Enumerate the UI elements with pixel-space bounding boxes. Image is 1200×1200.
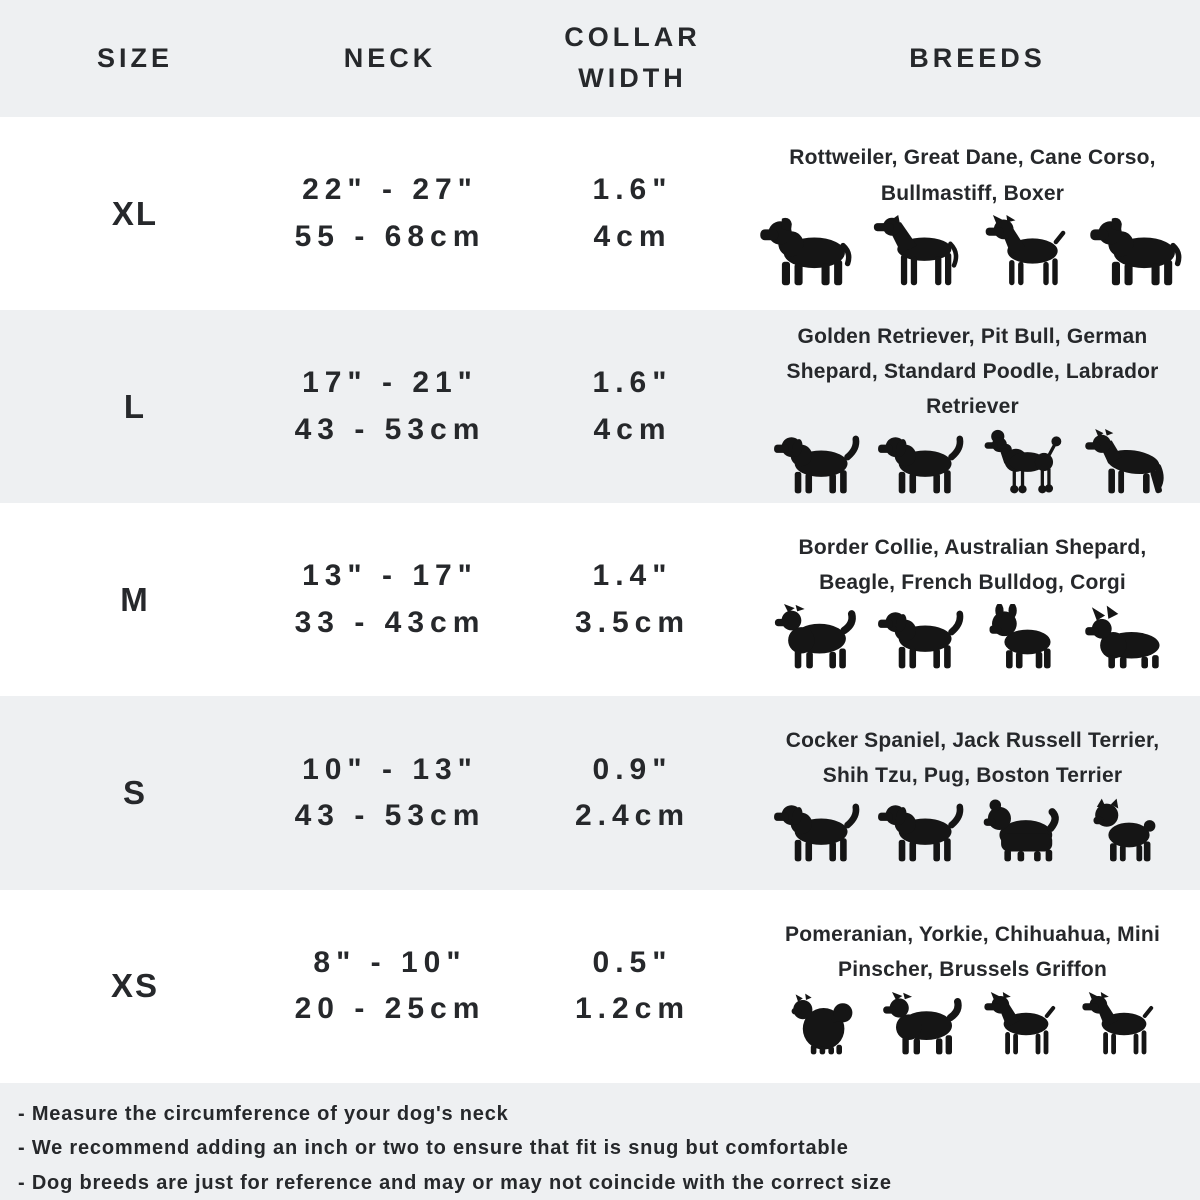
- width-inches: 1.6": [592, 173, 673, 206]
- jack-russell-icon: [874, 797, 968, 863]
- dog-icons-row: [758, 215, 1188, 287]
- header-breeds: BREEDS: [909, 42, 1046, 73]
- australian-shepherd-icon: [770, 604, 864, 670]
- size-label: L: [123, 387, 147, 425]
- beagle-icon: [874, 604, 968, 670]
- bullmastiff-icon: [1088, 215, 1188, 287]
- size-label: M: [120, 580, 150, 618]
- breed-names: Rottweiler, Great Dane, Cane Corso, Bull…: [789, 146, 1156, 205]
- breed-names: Golden Retriever, Pit Bull, German Shepa…: [786, 324, 1159, 419]
- width-inches: 1.6": [592, 366, 673, 400]
- neck-cm: 55 - 68cm: [294, 219, 486, 253]
- labrador-retriever-icon: [874, 429, 968, 495]
- neck-cm: 33 - 43cm: [294, 605, 486, 639]
- dog-icons-row: [770, 797, 1176, 863]
- table-row-l: L 17" - 21" 43 - 53cm 1.6" 4cm Golden Re…: [0, 310, 1200, 504]
- collar-width-cell: 1.4" 3.5cm: [510, 553, 755, 646]
- breeds-cell: Pomeranian, Yorkie, Chihuahua, Mini Pins…: [755, 917, 1200, 1056]
- breeds-cell: Golden Retriever, Pit Bull, German Shepa…: [755, 319, 1200, 495]
- dog-icons-row: [770, 604, 1176, 670]
- size-label: XL: [111, 194, 159, 232]
- chihuahua-icon: [978, 992, 1066, 1056]
- width-inches: 0.5": [592, 945, 673, 979]
- width-inches: 1.4": [592, 559, 673, 593]
- header-collar-width: COLLAR WIDTH: [564, 21, 701, 94]
- dog-icons-row: [770, 429, 1176, 495]
- neck-inches: 8" - 10": [313, 945, 467, 979]
- cocker-spaniel-icon: [770, 797, 864, 863]
- note-reference: - Dog breeds are just for reference and …: [18, 1171, 892, 1194]
- corgi-icon: [1082, 604, 1176, 670]
- pug-icon: [1082, 797, 1176, 863]
- width-cm: 4cm: [593, 412, 672, 446]
- neck-cm: 20 - 25cm: [294, 992, 486, 1026]
- shih-tzu-icon: [978, 797, 1072, 863]
- neck-cell: 8" - 10" 20 - 25cm: [270, 940, 510, 1033]
- table-row-xs: XS 8" - 10" 20 - 25cm 0.5" 1.2cm Pomeran…: [0, 889, 1200, 1083]
- neck-cell: 17" - 21" 43 - 53cm: [270, 360, 510, 453]
- french-bulldog-icon: [978, 604, 1072, 670]
- breeds-cell: Border Collie, Australian Shepard, Beagl…: [755, 530, 1200, 671]
- neck-cell: 13" - 17" 33 - 43cm: [270, 553, 510, 646]
- cane-corso-icon: [978, 215, 1078, 287]
- pomeranian-icon: [782, 992, 870, 1056]
- rottweiler-icon: [758, 215, 858, 287]
- neck-inches: 13" - 17": [302, 559, 478, 593]
- breed-names: Cocker Spaniel, Jack Russell Terrier, Sh…: [785, 728, 1160, 788]
- breeds-cell: Cocker Spaniel, Jack Russell Terrier, Sh…: [755, 723, 1200, 864]
- neck-cm: 43 - 53cm: [294, 412, 486, 446]
- note-measure: - Measure the circumference of your dog'…: [18, 1102, 509, 1125]
- header-size: SIZE: [96, 42, 173, 73]
- neck-inches: 22" - 27": [302, 173, 478, 206]
- width-inches: 0.9": [592, 752, 673, 786]
- collar-width-cell: 1.6" 4cm: [510, 167, 755, 260]
- table-row-xl: XL 22" - 27" 55 - 68cm 1.6" 4cm Rottweil…: [0, 116, 1200, 311]
- great-dane-icon: [868, 215, 968, 287]
- size-label: S: [122, 774, 147, 812]
- golden-retriever-icon: [770, 429, 864, 495]
- neck-cell: 22" - 27" 55 - 68cm: [270, 167, 510, 260]
- size-label: XS: [110, 967, 160, 1005]
- collar-width-cell: 0.9" 2.4cm: [510, 747, 755, 840]
- collar-width-cell: 1.6" 4cm: [510, 360, 755, 453]
- neck-cell: 10" - 13" 43 - 53cm: [270, 747, 510, 840]
- neck-inches: 10" - 13": [302, 752, 478, 786]
- breeds-cell: Rottweiler, Great Dane, Cane Corso, Bull…: [755, 140, 1200, 287]
- table-header: SIZE NECK COLLAR WIDTH BREEDS: [0, 0, 1200, 117]
- note-recommend: - We recommend adding an inch or two to …: [18, 1137, 849, 1160]
- dog-icons-row: [782, 992, 1164, 1056]
- header-neck: NECK: [343, 42, 437, 73]
- table-row-m: M 13" - 17" 33 - 43cm 1.4" 3.5cm Border …: [0, 503, 1200, 697]
- width-cm: 4cm: [593, 219, 672, 253]
- table-row-s: S 10" - 13" 43 - 53cm 0.9" 2.4cm Cocker …: [0, 696, 1200, 890]
- min-pinscher-icon: [1076, 992, 1164, 1056]
- footer-notes: - Measure the circumference of your dog'…: [0, 1082, 1200, 1200]
- german-shepherd-icon: [1082, 429, 1176, 495]
- breed-names: Pomeranian, Yorkie, Chihuahua, Mini Pins…: [785, 922, 1160, 982]
- standard-poodle-icon: [978, 429, 1072, 495]
- width-cm: 2.4cm: [574, 799, 691, 833]
- width-cm: 3.5cm: [574, 605, 691, 639]
- width-cm: 1.2cm: [574, 992, 691, 1026]
- breed-names: Border Collie, Australian Shepard, Beagl…: [798, 535, 1147, 594]
- neck-cm: 43 - 53cm: [294, 799, 486, 833]
- collar-width-cell: 0.5" 1.2cm: [510, 940, 755, 1033]
- yorkie-icon: [880, 992, 968, 1056]
- neck-inches: 17" - 21": [302, 366, 478, 400]
